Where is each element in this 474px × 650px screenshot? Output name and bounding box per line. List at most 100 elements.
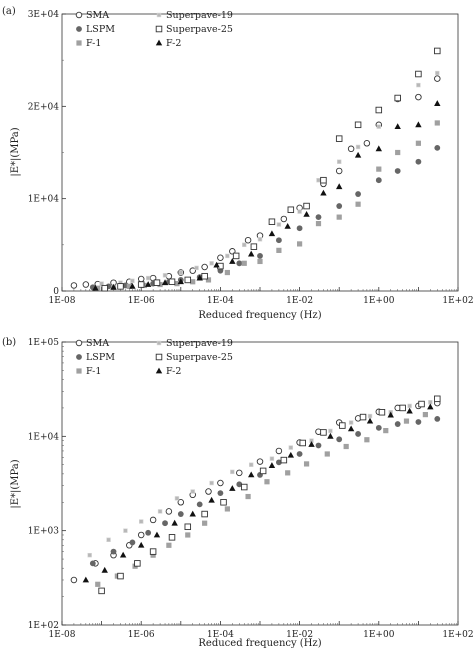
data-point	[168, 534, 176, 541]
data-point	[315, 214, 322, 221]
legend-item-lspm: LSPM	[76, 24, 115, 35]
data-points	[70, 47, 441, 292]
data-point	[275, 459, 282, 466]
legend-item-superpave-25: Superpave-25	[155, 352, 233, 363]
data-point	[359, 413, 367, 421]
data-point	[257, 253, 263, 259]
data-point	[117, 572, 124, 580]
data-point	[257, 237, 263, 242]
data-point	[174, 281, 180, 287]
data-point	[184, 523, 192, 531]
data-point	[434, 395, 441, 403]
x-tick-labels: 1E-08 1E-06 1E-04 1E-02 1E+00 1E+02	[49, 296, 474, 306]
data-point	[165, 508, 173, 515]
data-point	[394, 123, 401, 130]
data-point	[315, 442, 322, 449]
x-tick-label: 1E-08	[49, 630, 76, 640]
data-point	[335, 135, 343, 142]
data-point	[171, 519, 178, 526]
series-f-1	[95, 411, 428, 587]
x-tick-label: 1E-04	[207, 630, 234, 640]
legend-label: F-1	[86, 38, 101, 49]
data-point	[320, 176, 327, 184]
panel-label: (b)	[2, 337, 16, 348]
data-point	[407, 403, 412, 409]
legend-label: LSPM	[86, 352, 115, 363]
data-points	[70, 395, 441, 595]
data-point	[336, 203, 343, 209]
data-point	[106, 537, 111, 543]
data-point	[297, 241, 303, 247]
legend-label: F-2	[166, 366, 181, 377]
data-point	[316, 178, 321, 183]
data-point	[92, 284, 99, 291]
data-point	[162, 520, 168, 527]
panel-label: (a)	[2, 6, 16, 17]
data-point	[99, 281, 104, 286]
legend-label: Superpave-19	[166, 338, 233, 349]
data-point	[217, 254, 224, 262]
data-point	[213, 261, 220, 268]
data-point	[376, 166, 382, 172]
data-point	[224, 506, 230, 512]
series-superpave-19	[99, 70, 440, 286]
data-point	[249, 462, 254, 467]
data-point	[153, 279, 161, 286]
data-point	[82, 576, 90, 583]
x-tick-label: 1E+00	[363, 296, 395, 306]
data-point	[347, 145, 355, 153]
legend-item-superpave-19: Superpave-19	[156, 10, 233, 21]
data-point	[285, 470, 291, 476]
data-point	[336, 436, 343, 443]
data-point	[280, 456, 288, 464]
data-point	[130, 278, 135, 284]
data-point	[394, 94, 401, 102]
legend-marker	[155, 367, 163, 374]
data-point	[427, 403, 434, 410]
data-point	[217, 479, 224, 487]
series-lspm	[89, 416, 441, 567]
data-point	[320, 429, 327, 436]
data-point	[202, 520, 208, 526]
data-point	[95, 581, 101, 587]
data-point	[328, 428, 333, 434]
legend-item-f-1: F-1	[76, 38, 101, 49]
y-tick-label: 2E+04	[28, 102, 60, 112]
y-tick-label: 1E+03	[28, 527, 60, 537]
data-point	[144, 281, 152, 287]
data-point	[320, 189, 327, 196]
data-point	[196, 274, 203, 281]
data-point	[232, 252, 240, 260]
legend-marker	[76, 40, 82, 46]
data-point	[137, 281, 145, 288]
data-point	[394, 168, 401, 174]
legend: SMA LSPM F-1 Superpave-19 Superpave-25 F-2	[75, 338, 233, 377]
series-f-2	[82, 403, 434, 583]
data-point	[123, 528, 128, 533]
data-point	[194, 265, 199, 271]
data-point	[166, 542, 172, 548]
legend-label: LSPM	[86, 24, 115, 35]
legend-marker	[76, 368, 82, 374]
data-point	[339, 422, 346, 429]
data-point	[149, 516, 157, 524]
data-point	[205, 488, 212, 495]
series-sma	[70, 399, 441, 584]
data-point	[209, 261, 214, 266]
legend-item-f-2: F-2	[155, 38, 181, 49]
x-tick-label: 1E-08	[49, 296, 76, 306]
data-point	[303, 461, 310, 467]
data-point	[129, 282, 136, 289]
data-point	[264, 479, 270, 485]
data-point	[134, 560, 141, 567]
x-tick-label: 1E-02	[286, 296, 313, 306]
data-point	[415, 158, 422, 165]
legend-marker	[155, 353, 163, 361]
x-axis-label: Reduced frequency (Hz)	[198, 638, 321, 649]
legend-item-lspm: LSPM	[76, 352, 115, 363]
data-point	[434, 100, 441, 106]
data-point	[434, 75, 441, 82]
data-point	[153, 531, 161, 538]
data-point	[145, 275, 151, 281]
data-point	[383, 428, 389, 434]
